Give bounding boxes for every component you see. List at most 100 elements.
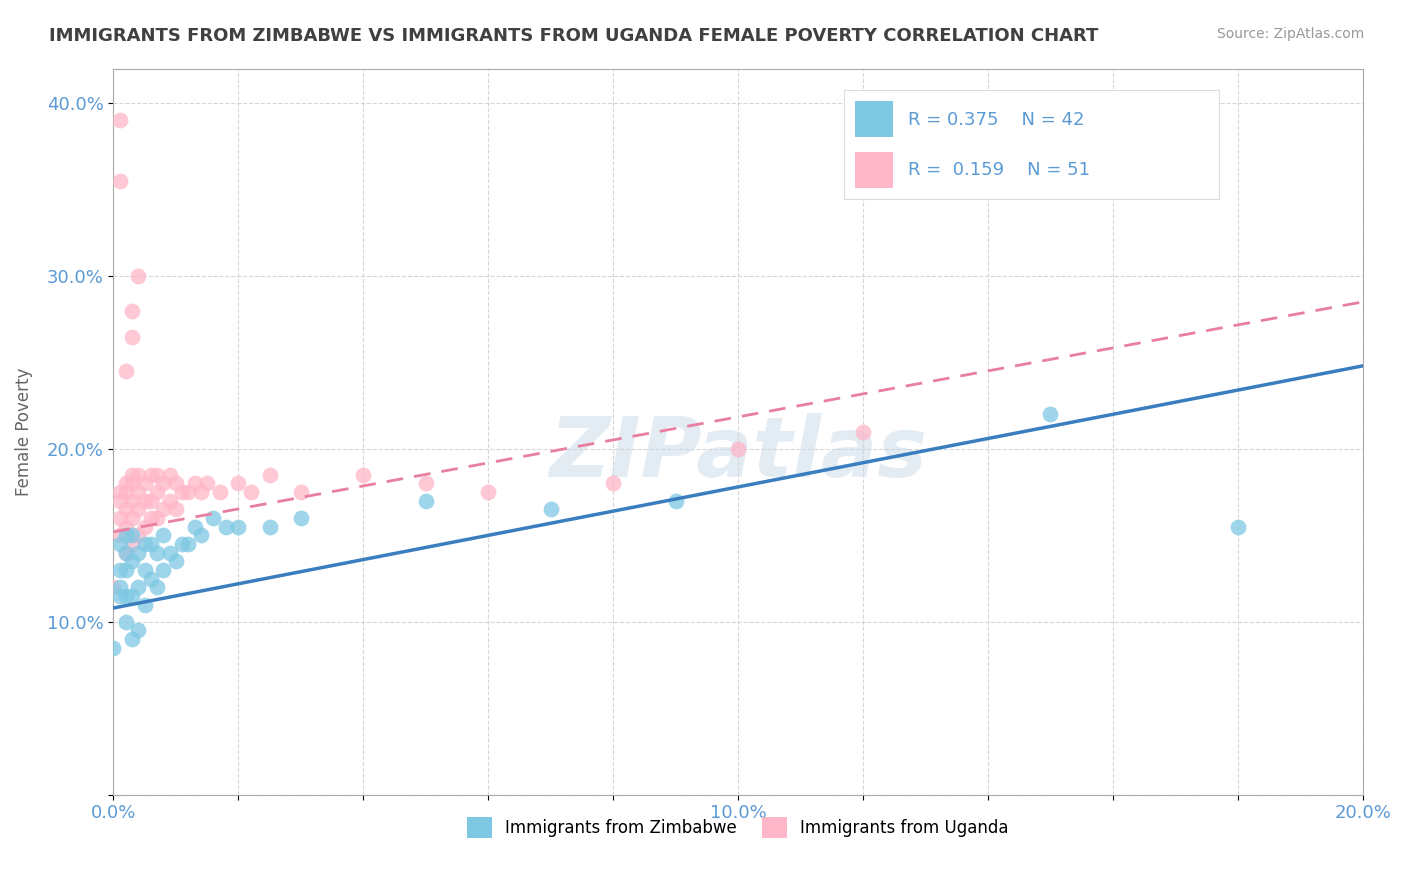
Point bbox=[152, 563, 174, 577]
Point bbox=[108, 580, 131, 594]
Point bbox=[108, 589, 131, 603]
Point bbox=[139, 511, 162, 525]
Text: Source: ZipAtlas.com: Source: ZipAtlas.com bbox=[1216, 27, 1364, 41]
Legend: Immigrants from Zimbabwe, Immigrants from Uganda: Immigrants from Zimbabwe, Immigrants fro… bbox=[460, 811, 1015, 845]
Point bbox=[139, 572, 162, 586]
Point bbox=[121, 511, 143, 525]
Point bbox=[115, 528, 138, 542]
Point bbox=[165, 502, 187, 516]
Point bbox=[159, 546, 181, 560]
Point bbox=[127, 546, 149, 560]
Point bbox=[121, 303, 143, 318]
Point bbox=[239, 485, 262, 500]
Point bbox=[215, 519, 238, 533]
Point bbox=[183, 519, 205, 533]
Point bbox=[108, 493, 131, 508]
Point bbox=[664, 493, 686, 508]
Point bbox=[121, 632, 143, 646]
Point bbox=[127, 467, 149, 482]
Point bbox=[115, 519, 138, 533]
Point bbox=[108, 174, 131, 188]
Point bbox=[602, 476, 624, 491]
Point bbox=[146, 580, 169, 594]
Point bbox=[134, 493, 156, 508]
Point bbox=[103, 640, 125, 655]
Point bbox=[115, 546, 138, 560]
Point bbox=[159, 467, 181, 482]
Point bbox=[190, 485, 212, 500]
Point bbox=[108, 563, 131, 577]
Point bbox=[134, 519, 156, 533]
Point bbox=[127, 624, 149, 638]
Point bbox=[108, 528, 131, 542]
Point bbox=[159, 493, 181, 508]
Point bbox=[115, 546, 138, 560]
Point bbox=[146, 467, 169, 482]
Point bbox=[134, 598, 156, 612]
Y-axis label: Female Poverty: Female Poverty bbox=[15, 368, 32, 496]
Point bbox=[352, 467, 374, 482]
Point bbox=[127, 485, 149, 500]
Point bbox=[183, 476, 205, 491]
Point bbox=[146, 546, 169, 560]
Point bbox=[415, 476, 437, 491]
Point bbox=[139, 467, 162, 482]
Point bbox=[1226, 519, 1249, 533]
Point bbox=[121, 528, 143, 542]
Point bbox=[127, 502, 149, 516]
Point bbox=[134, 563, 156, 577]
Point bbox=[127, 580, 149, 594]
Point bbox=[121, 467, 143, 482]
Point bbox=[172, 485, 194, 500]
Point bbox=[108, 511, 131, 525]
Point bbox=[121, 329, 143, 343]
Point bbox=[259, 467, 281, 482]
Point bbox=[115, 476, 138, 491]
Point bbox=[127, 528, 149, 542]
Text: IMMIGRANTS FROM ZIMBABWE VS IMMIGRANTS FROM UGANDA FEMALE POVERTY CORRELATION CH: IMMIGRANTS FROM ZIMBABWE VS IMMIGRANTS F… bbox=[49, 27, 1098, 45]
Point bbox=[152, 476, 174, 491]
Point bbox=[228, 519, 250, 533]
Point bbox=[165, 554, 187, 568]
Point bbox=[177, 537, 200, 551]
Point bbox=[477, 485, 499, 500]
Point bbox=[195, 476, 218, 491]
Point bbox=[134, 537, 156, 551]
Point bbox=[115, 502, 138, 516]
Point bbox=[259, 519, 281, 533]
Point bbox=[727, 442, 749, 456]
Point bbox=[103, 580, 125, 594]
Point bbox=[139, 493, 162, 508]
Point bbox=[146, 511, 169, 525]
Point bbox=[202, 511, 225, 525]
Point bbox=[172, 537, 194, 551]
Point bbox=[121, 537, 143, 551]
Point bbox=[121, 589, 143, 603]
Point bbox=[165, 476, 187, 491]
Point bbox=[540, 502, 562, 516]
Point bbox=[108, 485, 131, 500]
Point bbox=[108, 113, 131, 128]
Text: ZIPatlas: ZIPatlas bbox=[550, 413, 927, 494]
Point bbox=[115, 364, 138, 378]
Point bbox=[115, 589, 138, 603]
Point bbox=[108, 537, 131, 551]
Point bbox=[290, 511, 312, 525]
Point bbox=[290, 485, 312, 500]
Point bbox=[121, 554, 143, 568]
Point bbox=[115, 563, 138, 577]
Point bbox=[134, 476, 156, 491]
Point bbox=[115, 615, 138, 629]
Point bbox=[1039, 407, 1062, 421]
Point bbox=[152, 528, 174, 542]
Point bbox=[190, 528, 212, 542]
Point bbox=[852, 425, 875, 439]
Point bbox=[121, 476, 143, 491]
Point bbox=[415, 493, 437, 508]
Point bbox=[139, 537, 162, 551]
Point bbox=[127, 268, 149, 283]
Point bbox=[177, 485, 200, 500]
Point bbox=[146, 485, 169, 500]
Point bbox=[152, 502, 174, 516]
Point bbox=[115, 485, 138, 500]
